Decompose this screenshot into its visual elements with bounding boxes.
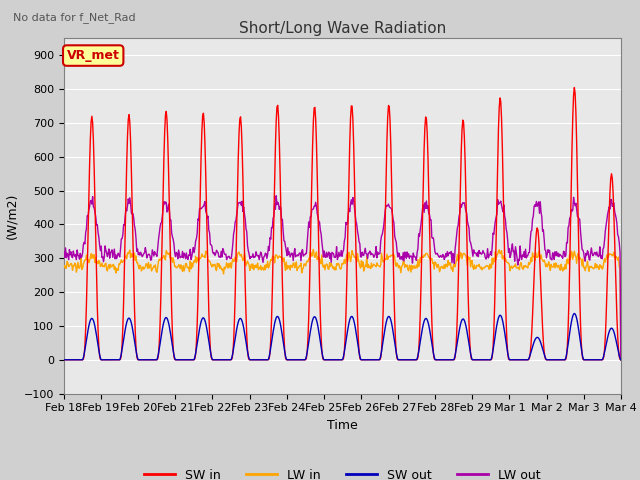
- Text: VR_met: VR_met: [67, 49, 120, 62]
- Title: Short/Long Wave Radiation: Short/Long Wave Radiation: [239, 21, 446, 36]
- Text: No data for f_Net_Rad: No data for f_Net_Rad: [13, 12, 136, 23]
- X-axis label: Time: Time: [327, 419, 358, 432]
- Legend: SW in, LW in, SW out, LW out: SW in, LW in, SW out, LW out: [139, 464, 546, 480]
- Y-axis label: (W/m2): (W/m2): [5, 193, 19, 239]
